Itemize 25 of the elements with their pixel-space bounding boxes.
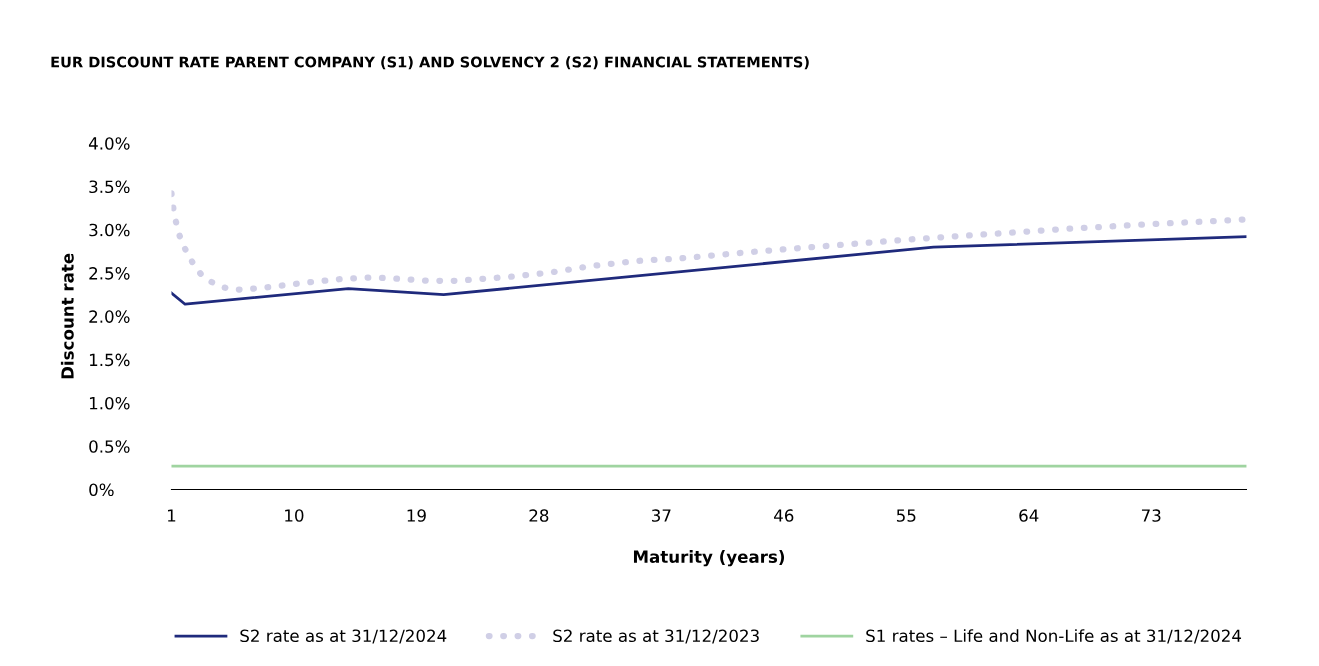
- x-axis-title: Maturity (years): [633, 550, 785, 567]
- x-tick-label: 64: [1019, 509, 1039, 522]
- y-tick-label: 1.0%: [89, 396, 130, 410]
- y-tick-label: 3.0%: [89, 223, 130, 237]
- y-axis-title: Discount rate: [60, 253, 74, 379]
- y-tick-label: 1.5%: [89, 353, 130, 367]
- x-tick-label: 1: [168, 509, 176, 522]
- y-tick-label: 2.0%: [89, 310, 130, 323]
- y-tick-label: 2.5%: [89, 267, 130, 280]
- y-tick-label: 0.5%: [89, 440, 130, 453]
- x-tick-label: 19: [407, 509, 426, 522]
- y-tick-label: 4.0%: [88, 137, 130, 150]
- y-tick-label: 0%: [89, 483, 114, 497]
- x-tick-label: 10: [285, 509, 304, 522]
- chart-title: EUR DISCOUNT RATE PARENT COMPANY (S1) AND SOLVENCY 2 (S2) FINANCIAL STATEMENTS): [51, 56, 809, 70]
- legend-label: S2 rate as at 31/12/2023: [553, 629, 759, 644]
- legend-label: S2 rate as at 31/12/2024: [240, 629, 447, 644]
- y-tick-label: 3.5%: [89, 180, 130, 194]
- x-tick-label: 55: [896, 509, 916, 522]
- x-tick-label: 37: [652, 509, 671, 522]
- legend-label: S1 rates – Life and Non-Life as at 31/12/2024: [866, 629, 1242, 644]
- x-tick-label: 46: [774, 509, 794, 522]
- line-series: [171, 235, 1247, 306]
- x-tick-label: 28: [529, 509, 549, 522]
- x-tick-label: 73: [1141, 509, 1161, 522]
